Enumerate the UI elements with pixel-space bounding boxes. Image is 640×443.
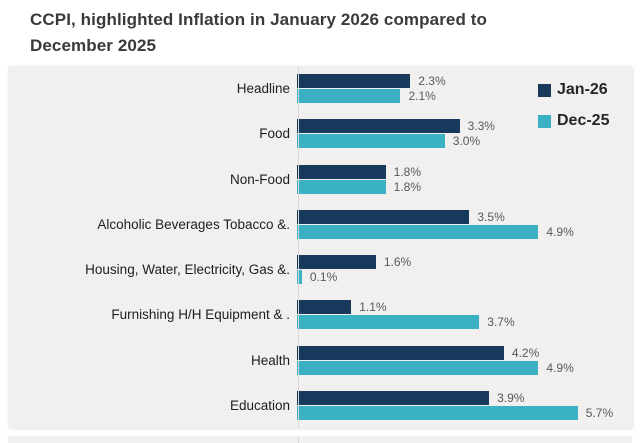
bar-dec-25 xyxy=(297,360,539,375)
chart-legend: Jan-26 Dec-25 xyxy=(538,81,609,130)
category-row: Non-Food 1.8% 1.8% xyxy=(8,157,632,202)
bar-line: 2.1% xyxy=(297,89,632,104)
legend-entry-jan26: Jan-26 xyxy=(538,81,609,99)
value-label: 3.9% xyxy=(497,390,525,405)
next-chart-top-edge xyxy=(8,437,632,443)
category-row: Education 3.9% 5.7% xyxy=(8,383,632,428)
bar-jan-26 xyxy=(297,74,411,89)
category-row: Alcoholic Beverages Tobacco &. 3.5% 4.9% xyxy=(8,202,632,247)
bar-jan-26 xyxy=(297,345,504,360)
category-label: Alcoholic Beverages Tobacco &. xyxy=(97,216,290,232)
bar-line: 4.9% xyxy=(297,360,632,375)
category-bars: 2.3% 2.1% xyxy=(297,74,632,104)
category-bars: 1.1% 3.7% xyxy=(297,300,632,330)
chart-title-line2: December 2025 xyxy=(30,36,157,55)
value-label: 4.2% xyxy=(511,345,540,360)
value-label: 3.5% xyxy=(477,209,505,224)
bar-jan-26 xyxy=(297,390,490,405)
category-axis-line xyxy=(298,66,299,428)
bar-dec-25 xyxy=(297,270,302,285)
bar-line: 3.9% xyxy=(297,390,632,405)
legend-label-jan26: Jan-26 xyxy=(557,81,608,98)
legend-label-dec25: Dec-25 xyxy=(557,112,610,129)
bar-dec-25 xyxy=(297,179,386,194)
value-label: 4.9% xyxy=(546,360,574,375)
value-label: 1.6% xyxy=(383,255,412,270)
bar-jan-26 xyxy=(297,119,460,134)
category-bars: 1.6% 0.1% xyxy=(297,255,632,285)
bar-line: 5.7% xyxy=(297,405,632,420)
bar-jan-26 xyxy=(297,209,470,224)
chart-title-line1: CCPI, highlighted Inflation in January 2… xyxy=(30,10,488,29)
bar-dec-25 xyxy=(297,405,578,420)
chart-title: CCPI, highlighted Inflation in January 2… xyxy=(30,7,487,59)
bar-dec-25 xyxy=(297,89,401,104)
category-label: Education xyxy=(229,397,290,413)
bar-dec-25 xyxy=(297,224,539,239)
bar-line: 0.1% xyxy=(297,270,632,285)
category-row: Housing, Water, Electricity, Gas &. 1.6% 0… xyxy=(8,247,632,292)
category-label: Housing, Water, Electricity, Gas &. xyxy=(85,262,290,278)
category-bars: 1.8% 1.8% xyxy=(297,164,632,194)
value-label: 3.7% xyxy=(487,315,515,330)
value-label: 2.1% xyxy=(408,89,436,104)
value-label: 1.8% xyxy=(393,164,422,179)
value-label: 3.3% xyxy=(467,119,495,134)
bar-dec-25 xyxy=(297,315,480,330)
jan26-color-swatch-icon xyxy=(538,83,551,97)
bar-line: 3.7% xyxy=(297,315,632,330)
dec25-color-swatch-icon xyxy=(538,114,551,128)
bar-line: 3.5% xyxy=(297,209,632,224)
category-label: Food xyxy=(259,126,290,142)
category-label: Furnishing H/H Equipment & . xyxy=(111,307,290,323)
category-row: Food 3.3% 3.0% xyxy=(8,111,632,156)
bar-line: 1.8% xyxy=(297,179,632,194)
bar-line: 1.8% xyxy=(297,164,632,179)
value-label: 1.1% xyxy=(359,300,387,315)
inflation-bar-chart: Headline 2.3% 2.1% Food 3.3% 3.0% Non-Food 1.8%… xyxy=(8,66,632,428)
bar-jan-26 xyxy=(297,164,386,179)
bar-line: 1.6% xyxy=(297,255,632,270)
value-label: 4.9% xyxy=(546,224,574,239)
category-label: Health xyxy=(250,352,290,368)
category-label: Non-Food xyxy=(229,171,290,187)
chart-plot-area: Headline 2.3% 2.1% Food 3.3% 3.0% Non-Food 1.8%… xyxy=(8,66,632,428)
category-row: Health 4.2% 4.9% xyxy=(8,338,632,383)
bar-jan-26 xyxy=(297,300,352,315)
bar-line: 3.0% xyxy=(297,134,632,149)
bar-line: 3.3% xyxy=(297,119,632,134)
category-bars: 3.5% 4.9% xyxy=(297,209,632,239)
value-label: 1.8% xyxy=(393,179,422,194)
category-bars: 3.3% 3.0% xyxy=(297,119,632,149)
bar-line: 4.9% xyxy=(297,224,632,239)
value-label: 3.0% xyxy=(452,134,481,149)
bar-line: 4.2% xyxy=(297,345,632,360)
category-bars: 4.2% 4.9% xyxy=(297,345,632,375)
value-label: 2.3% xyxy=(418,74,446,89)
next-chart-axis-line xyxy=(298,437,299,443)
category-row: Headline 2.3% 2.1% xyxy=(8,66,632,111)
bar-jan-26 xyxy=(297,255,376,270)
category-row: Furnishing H/H Equipment & . 1.1% 3.7% xyxy=(8,292,632,337)
bar-line: 1.1% xyxy=(297,300,632,315)
value-label: 5.7% xyxy=(585,405,614,420)
category-label: Headline xyxy=(236,81,290,97)
category-bars: 3.9% 5.7% xyxy=(297,390,632,420)
value-label: 0.1% xyxy=(309,270,338,285)
bar-line: 2.3% xyxy=(297,74,632,89)
legend-entry-dec25: Dec-25 xyxy=(538,112,609,130)
bar-dec-25 xyxy=(297,134,445,149)
